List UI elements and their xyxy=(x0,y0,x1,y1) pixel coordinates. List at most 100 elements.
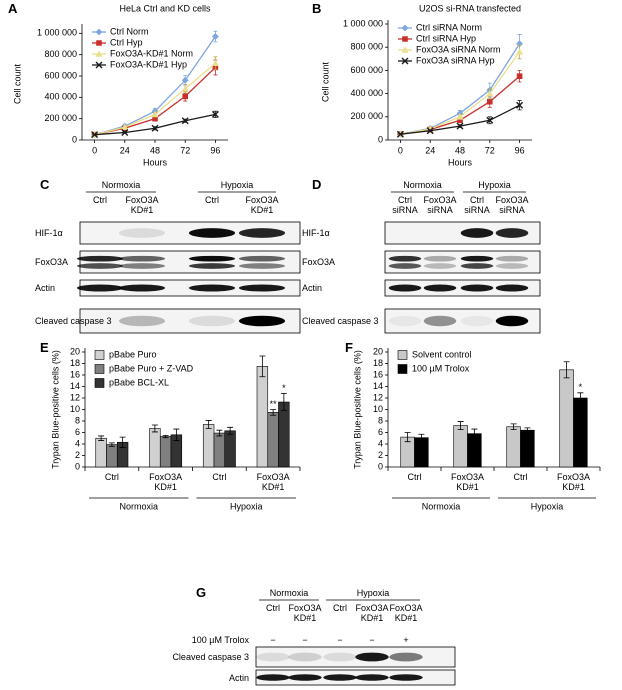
blot-frame xyxy=(79,250,301,274)
error-bar xyxy=(524,427,531,433)
y-tick-label: 200 000 xyxy=(44,113,77,123)
legend-label: 100 µM Trolox xyxy=(412,363,470,373)
blot-band xyxy=(288,652,322,662)
bar xyxy=(467,433,482,468)
marker xyxy=(182,93,189,100)
row-label: FoxO3A xyxy=(35,257,69,267)
marker xyxy=(456,113,464,120)
blot-band xyxy=(238,315,286,327)
lane-label: FoxO3A siRNA xyxy=(423,195,457,215)
treatment-label: 100 µM Trolox xyxy=(191,635,249,645)
legend-label: FoxO3A-KD#1 Norm xyxy=(110,48,193,58)
legend-swatch xyxy=(397,364,408,374)
x-tick-label: Ctrl xyxy=(212,472,227,482)
marker xyxy=(456,122,464,130)
error-bar xyxy=(270,409,277,416)
marker xyxy=(151,110,159,118)
legend-swatch xyxy=(94,378,105,388)
y-tick-label: 1 000 000 xyxy=(343,18,383,28)
blot-band xyxy=(76,263,124,269)
marker xyxy=(396,130,404,138)
blot-band xyxy=(423,315,457,327)
x-tick-label: 96 xyxy=(210,145,220,155)
blot-band xyxy=(388,315,422,327)
blot-band xyxy=(355,674,389,681)
y-tick-label: 200 000 xyxy=(350,111,383,121)
treatment-sign: − xyxy=(302,635,308,645)
legend-label: pBabe BCL-XL xyxy=(109,377,169,387)
marker xyxy=(181,85,189,92)
significance: ** xyxy=(270,399,278,409)
marker xyxy=(211,33,219,40)
y-tick-label: 8 xyxy=(75,415,80,425)
blot-band xyxy=(495,263,529,269)
treatment-sign: − xyxy=(337,635,343,645)
legend-label: Ctrl siRNA Norm xyxy=(416,22,482,32)
row-label: Actin xyxy=(35,283,56,293)
y-tick-label: 0 xyxy=(378,134,383,144)
y-tick-label: 600 000 xyxy=(44,70,77,80)
y-tick-label: 14 xyxy=(70,381,80,391)
bar xyxy=(559,369,574,468)
lane-label: Ctrl xyxy=(333,603,347,613)
error-bar xyxy=(418,433,425,442)
legend-label: FoxO3A siRNA Norm xyxy=(416,44,501,54)
blot-band xyxy=(118,284,166,292)
error-bar xyxy=(151,424,158,433)
error-bar xyxy=(162,434,169,439)
lane-label: FoxO3A KD#1 xyxy=(288,603,322,623)
x-tick-label: FoxO3A KD#1 xyxy=(556,472,591,492)
x-tick-label: FoxO3A KD#1 xyxy=(256,472,290,492)
lane-label: FoxO3A KD#1 xyxy=(125,195,159,215)
treatment-sign: + xyxy=(403,635,409,645)
y-tick-label: 4 xyxy=(75,438,80,448)
row-label: Cleaved caspase 3 xyxy=(35,316,112,326)
y-tick-label: 8 xyxy=(378,415,383,425)
marker xyxy=(516,48,524,55)
bar xyxy=(202,424,215,468)
lane-label: FoxO3A KD#1 xyxy=(389,603,423,623)
group-label: Hypoxia xyxy=(478,180,511,190)
blot-band xyxy=(118,228,166,238)
blot-band xyxy=(423,284,457,292)
blot-band xyxy=(118,263,166,269)
error-bar xyxy=(457,421,464,431)
significance: * xyxy=(579,382,583,392)
y-tick-label: 800 000 xyxy=(44,49,77,59)
panel-letter: E xyxy=(40,340,49,355)
bar xyxy=(224,430,236,468)
blot-band xyxy=(460,255,494,262)
legend-swatch xyxy=(397,350,408,360)
error-bar xyxy=(227,426,234,435)
blot-band xyxy=(323,674,357,681)
treatment-sign: − xyxy=(369,635,375,645)
y-tick-label: 20 xyxy=(70,346,80,356)
blot-band xyxy=(76,284,124,292)
y-tick-label: 20 xyxy=(373,346,383,356)
series-line xyxy=(94,62,216,136)
blot-band xyxy=(238,255,286,262)
legend-label: Ctrl Norm xyxy=(110,26,149,36)
legend-swatch xyxy=(94,350,105,360)
blot-band xyxy=(460,263,494,269)
y-tick-label: 0 xyxy=(72,134,77,144)
blot-band xyxy=(188,263,236,269)
group-label: Hypoxia xyxy=(531,501,564,511)
row-label: FoxO3A xyxy=(302,257,336,267)
panel-letter: A xyxy=(8,1,18,16)
y-tick-label: 2 xyxy=(75,450,80,460)
y-tick-label: 1 000 000 xyxy=(37,28,77,38)
legend-marker xyxy=(402,36,408,42)
blot-band xyxy=(388,255,422,262)
blot-band xyxy=(389,674,423,681)
legend-marker xyxy=(95,28,103,36)
x-tick-label: 72 xyxy=(485,145,495,155)
y-tick-label: 10 xyxy=(373,404,383,414)
y-tick-label: 6 xyxy=(378,427,383,437)
error-bar xyxy=(471,428,478,439)
x-tick-label: Ctrl xyxy=(104,472,119,482)
bar xyxy=(159,436,172,468)
error-bar xyxy=(98,435,105,441)
blot-band xyxy=(389,652,423,662)
blot-frame xyxy=(384,250,541,274)
